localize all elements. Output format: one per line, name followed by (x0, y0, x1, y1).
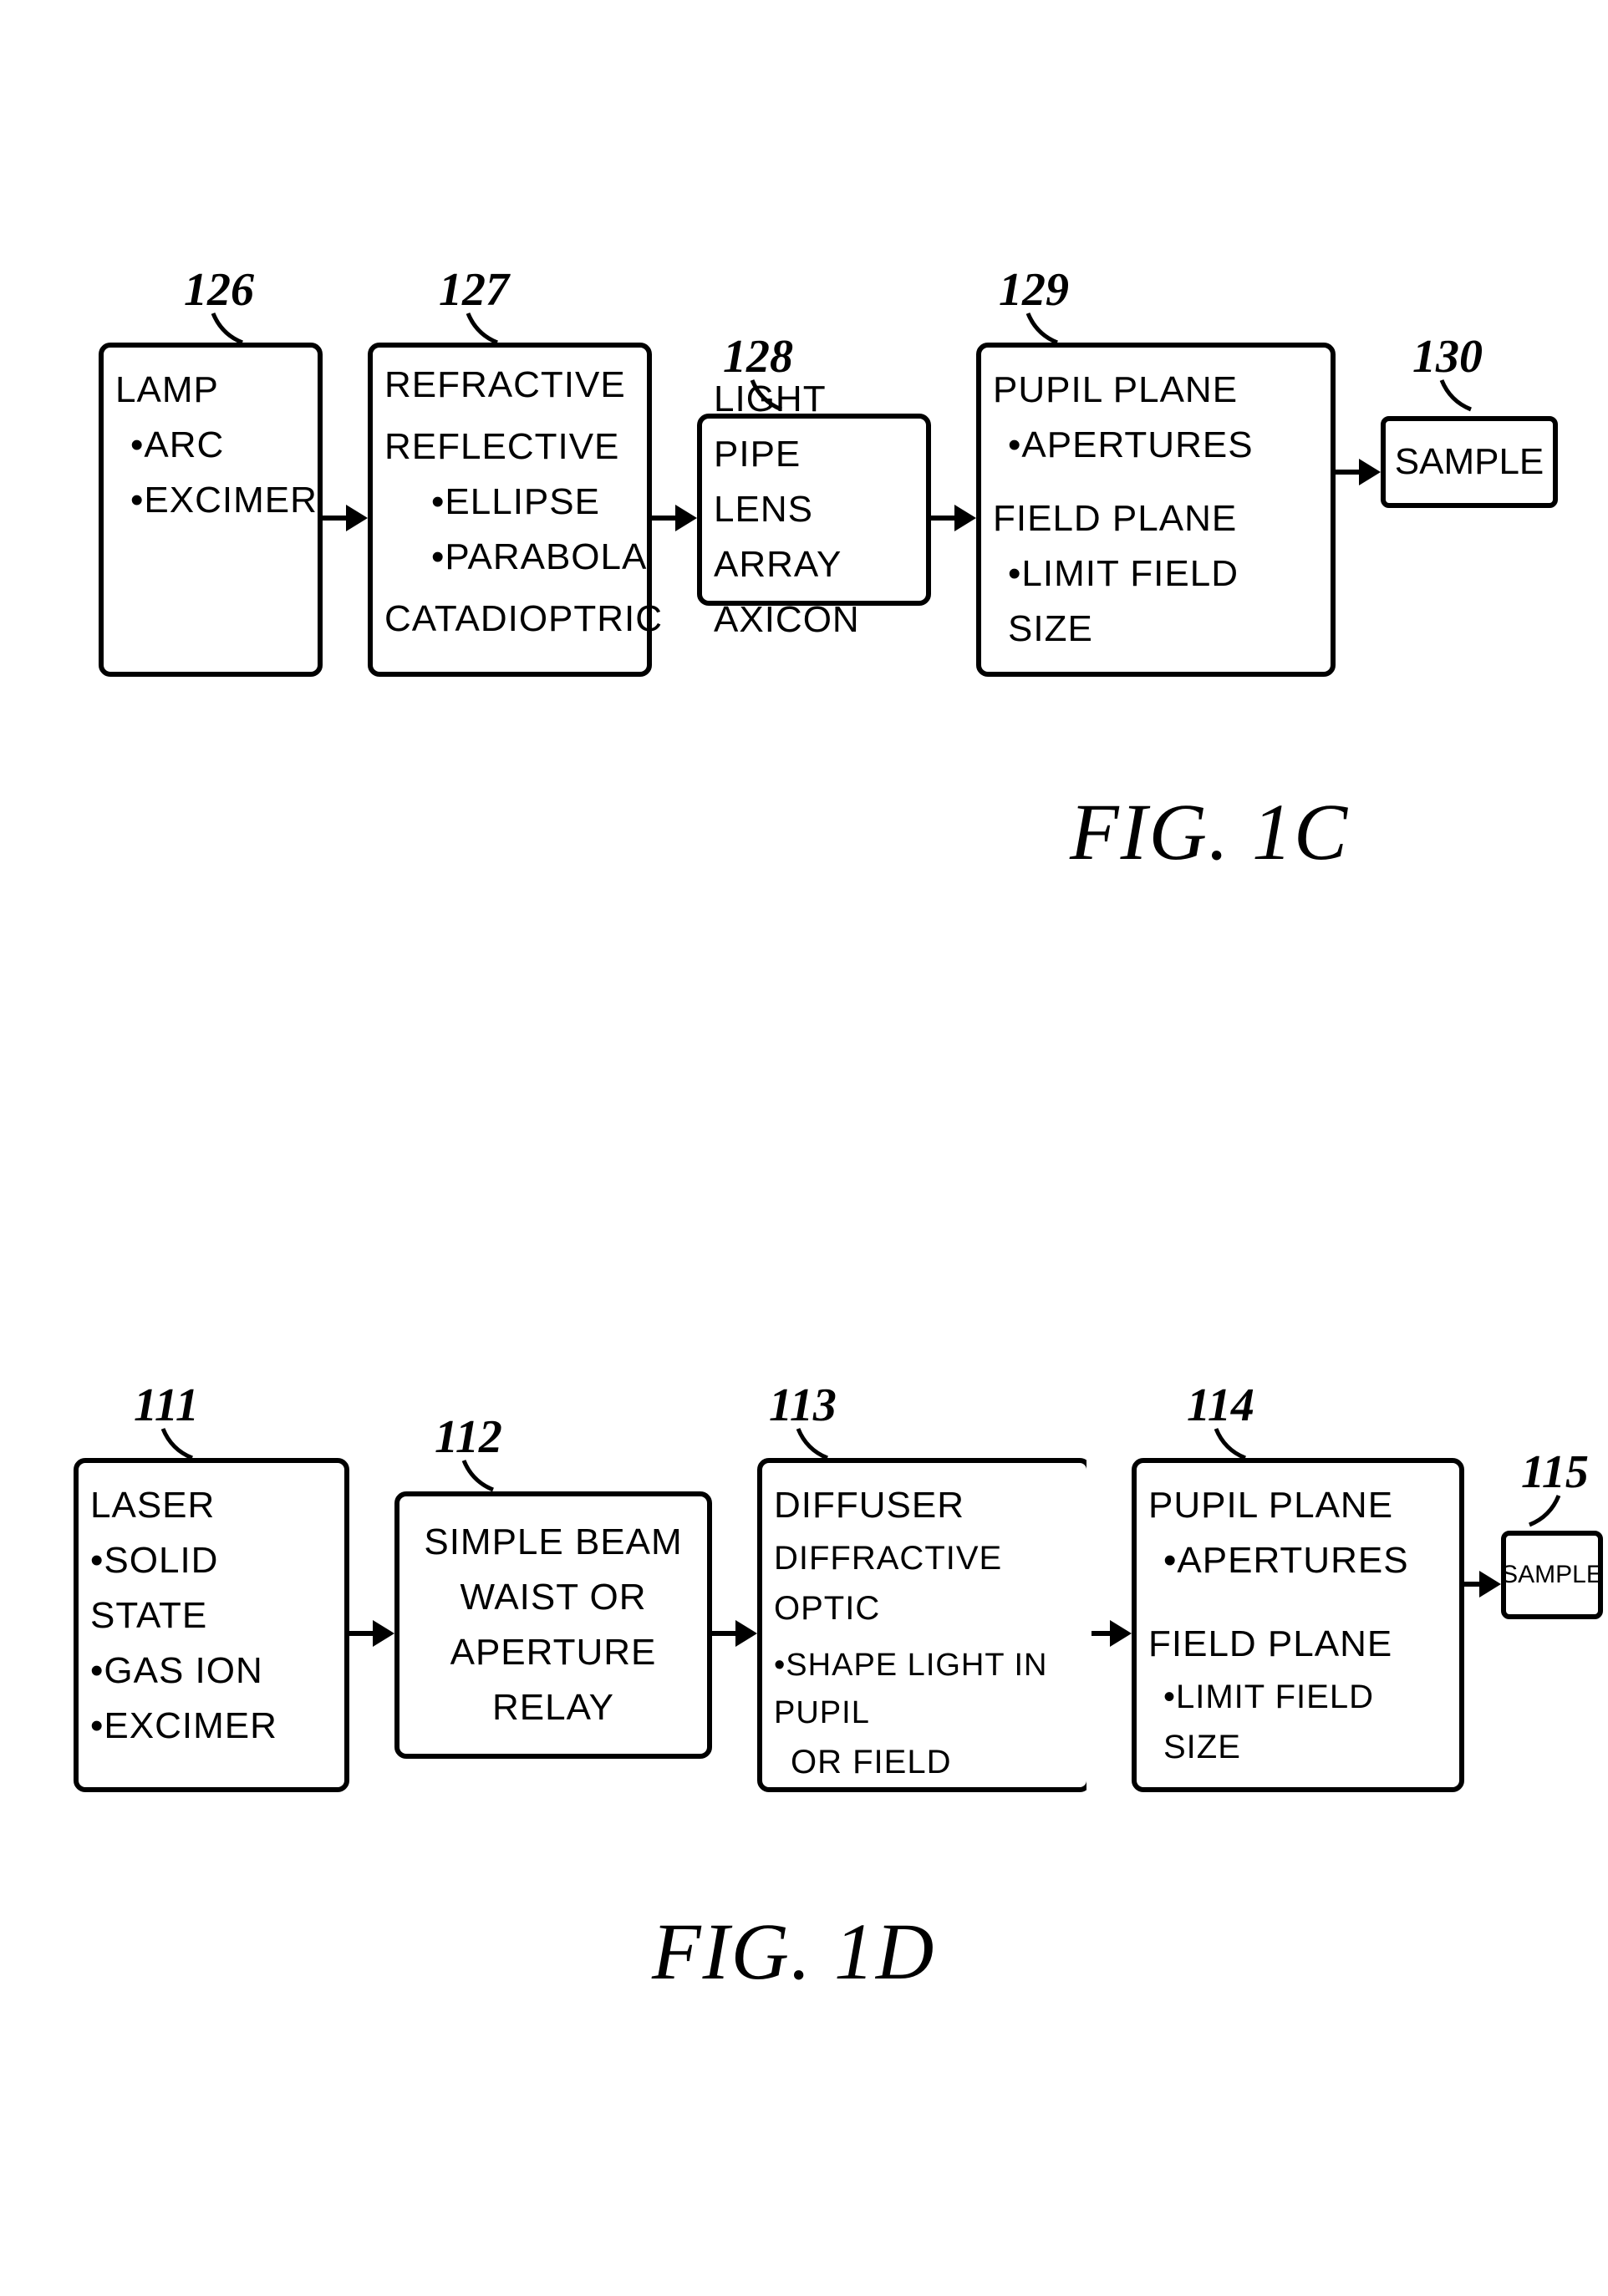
relay-l2: WAIST OR (411, 1570, 695, 1625)
box-planes-d-fix: PUPIL PLANE •APERTURES FIELD PLANE •LIMI… (1132, 1458, 1464, 1792)
laser-title: LASER (90, 1478, 333, 1533)
laser-gas: •GAS ION (90, 1643, 333, 1699)
arrow-112-113 (712, 1620, 757, 1647)
hom-lightpipe: LIGHT PIPE (714, 372, 914, 482)
ref-tick-130 (1438, 376, 1479, 414)
planes-c-field-title: FIELD PLANE (993, 491, 1319, 546)
ref-tick-126 (209, 309, 251, 347)
lamp-item-excimer: •EXCIMER (115, 473, 306, 528)
box-planes-c: PUPIL PLANE •APERTURES FIELD PLANE •LIMI… (976, 343, 1336, 677)
diffuser-sub: DIFFRACTIVE OPTIC (774, 1533, 1075, 1633)
hom-axicon: AXICON (714, 592, 914, 648)
diffuser-item1: •SHAPE LIGHT IN PUPIL (774, 1642, 1075, 1737)
box-homogenizer: LIGHT PIPE LENS ARRAY AXICON (697, 414, 931, 606)
arrow-129-130 (1336, 459, 1381, 485)
optics-refractive: REFRACTIVE (384, 358, 635, 413)
box-optics: REFRACTIVE REFLECTIVE •ELLIPSE •PARABOLA… (368, 343, 652, 677)
planes-d-field-item2: •LIMIT FIELD SIZE (1148, 1672, 1448, 1772)
arrow-114-115-fix (1464, 1571, 1501, 1598)
fig-1c: 126 127 128 129 130 LAMP •ARC •EXCIMER R… (0, 0, 1608, 1003)
arrow-127-128 (652, 505, 697, 531)
sample-c-label: SAMPLE (1395, 441, 1544, 483)
diffuser-title: DIFFUSER (774, 1478, 1075, 1533)
ref-tick-127 (464, 309, 506, 347)
ref-tick-113 (794, 1425, 836, 1462)
optics-parabola: •PARABOLA (384, 530, 635, 585)
box-laser: LASER •SOLID STATE •GAS ION •EXCIMER (74, 1458, 349, 1792)
planes-d-field-title2: FIELD PLANE (1148, 1617, 1448, 1672)
ref-tick-111 (159, 1425, 201, 1462)
diffuser-item2: OR FIELD (774, 1737, 1075, 1787)
fig-1d-label: FIG. 1D (652, 1905, 935, 1998)
planes-d-pupil-item2: •APERTURES (1148, 1533, 1448, 1588)
sample-d-label2: SAMPLE (1501, 1561, 1603, 1589)
ref-tick-114-fix (1212, 1425, 1254, 1462)
planes-c-pupil-title: PUPIL PLANE (993, 363, 1319, 418)
ref-tick-115-fix (1521, 1491, 1563, 1529)
arrow-111-112 (349, 1620, 394, 1647)
optics-ellipse: •ELLIPSE (384, 475, 635, 530)
fig-1c-label: FIG. 1C (1070, 785, 1349, 878)
optics-catadioptric: CATADIOPTRIC (384, 592, 635, 647)
hom-lensarray: LENS ARRAY (714, 482, 914, 592)
box-sample-d-fix: SAMPLE (1501, 1531, 1603, 1619)
box-sample-c: SAMPLE (1381, 416, 1558, 508)
box-lamp: LAMP •ARC •EXCIMER (99, 343, 323, 677)
lamp-title: LAMP (115, 363, 306, 418)
planes-c-pupil-item: •APERTURES (993, 418, 1319, 473)
box-diffuser: DIFFUSER DIFFRACTIVE OPTIC •SHAPE LIGHT … (757, 1458, 1092, 1792)
relay-l1: SIMPLE BEAM (411, 1515, 695, 1570)
lamp-item-arc: •ARC (115, 418, 306, 473)
arrow-128-129 (931, 505, 976, 531)
laser-solid: •SOLID STATE (90, 1533, 333, 1643)
planes-d-pupil-title2: PUPIL PLANE (1148, 1478, 1448, 1533)
box-relay: SIMPLE BEAM WAIST OR APERTURE RELAY (394, 1491, 712, 1759)
relay-l3: APERTURE RELAY (411, 1625, 695, 1735)
arrow-126-127 (323, 505, 368, 531)
ref-tick-112 (460, 1456, 501, 1494)
fig1d-right-fix: PUPIL PLANE •APERTURES FIELD PLANE •LIMI… (1086, 1153, 1608, 1821)
optics-reflective: REFLECTIVE (384, 419, 635, 475)
planes-c-field-item: •LIMIT FIELD SIZE (993, 546, 1319, 657)
laser-excimer: •EXCIMER (90, 1699, 333, 1754)
arrow-113-114-fix (1092, 1620, 1132, 1647)
ref-tick-129 (1024, 309, 1066, 347)
